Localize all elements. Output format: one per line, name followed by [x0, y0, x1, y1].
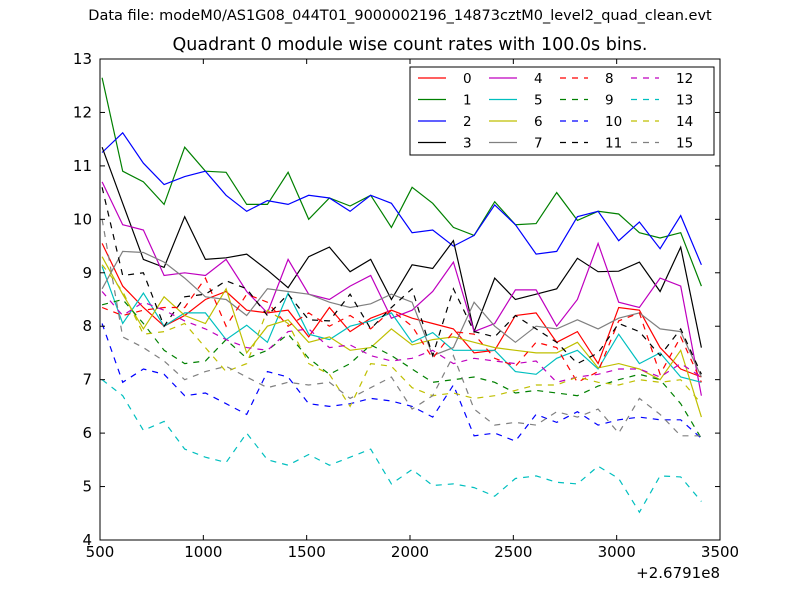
- x-tick-label: 500: [86, 543, 115, 561]
- figure-suptitle: Data file: modeM0/AS1G08_044T01_90000021…: [88, 8, 712, 24]
- x-tick-label: 3000: [598, 543, 636, 561]
- y-tick-label: 4: [82, 531, 92, 549]
- y-tick-label: 5: [82, 478, 92, 496]
- series-line-13: [101, 379, 702, 514]
- legend-label-2: 2: [463, 114, 472, 130]
- series-line-11: [101, 187, 702, 375]
- legend-label-8: 8: [605, 71, 614, 87]
- y-tick-label: 12: [73, 103, 92, 121]
- x-offset-label: +2.6791e8: [636, 564, 720, 582]
- series-line-1: [101, 77, 702, 287]
- legend-label-10: 10: [605, 114, 622, 130]
- series-line-8: [101, 276, 702, 384]
- legend-label-9: 9: [605, 93, 614, 109]
- legend-label-15: 15: [676, 136, 693, 152]
- chart-title: Quadrant 0 module wise count rates with …: [172, 35, 648, 55]
- series-line-12: [101, 291, 702, 383]
- series-layer: [101, 77, 702, 514]
- x-tick-label: 1500: [288, 543, 326, 561]
- series-line-4: [101, 181, 702, 396]
- y-tick-label: 13: [73, 50, 92, 68]
- legend-label-1: 1: [463, 93, 472, 109]
- x-tick-label: 2500: [494, 543, 532, 561]
- legend-label-3: 3: [463, 136, 472, 152]
- y-tick-label: 11: [73, 157, 92, 175]
- legend-label-6: 6: [534, 114, 543, 130]
- legend-label-12: 12: [676, 71, 693, 87]
- legend-label-7: 7: [534, 136, 543, 152]
- legend-label-5: 5: [534, 93, 543, 109]
- legend-label-14: 14: [676, 114, 693, 130]
- legend-box: [409, 66, 715, 156]
- series-line-9: [101, 298, 702, 439]
- y-tick-label: 6: [82, 424, 92, 442]
- x-tick-label: 2000: [391, 543, 429, 561]
- y-tick-label: 10: [73, 210, 92, 228]
- axis-ticks: 500 1000 1500 2000 2500 3000 35004567891011121…: [73, 50, 739, 561]
- y-tick-label: 9: [82, 264, 92, 282]
- series-line-14: [101, 264, 702, 408]
- legend-label-0: 0: [463, 71, 472, 87]
- x-tick-label: 1000: [184, 543, 222, 561]
- series-line-2: [101, 131, 702, 266]
- y-tick-label: 8: [82, 317, 92, 335]
- legend-label-4: 4: [534, 71, 543, 87]
- legend-label-13: 13: [676, 93, 693, 109]
- series-line-0: [101, 243, 702, 378]
- series-line-6: [101, 256, 702, 418]
- y-tick-label: 7: [82, 371, 92, 389]
- legend-label-11: 11: [605, 136, 622, 152]
- series-line-3: [101, 146, 702, 348]
- x-tick-label: 3500: [701, 543, 739, 561]
